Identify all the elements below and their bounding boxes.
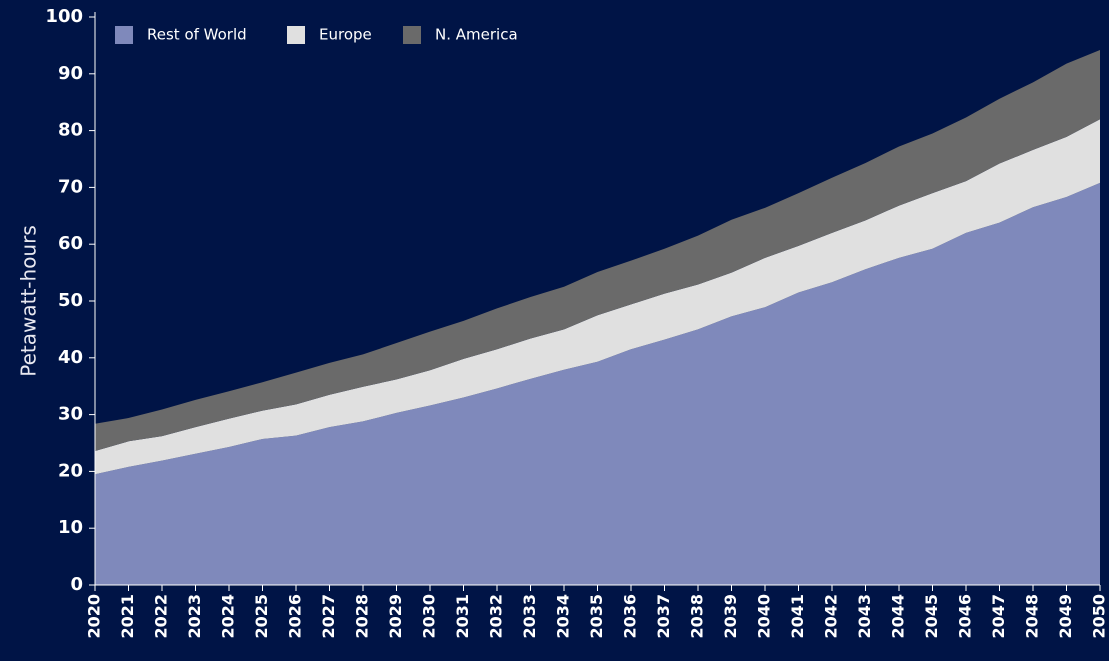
legend-swatch [115,26,133,44]
x-tick-label: 2025 [252,594,271,639]
y-tick-label: 0 [70,574,83,595]
x-tick-label: 2046 [956,594,975,639]
y-axis-label: Petawatt-hours [17,225,41,377]
y-tick-label: 100 [45,6,83,27]
y-tick-label: 50 [58,290,83,311]
x-tick-label: 2029 [386,594,405,639]
x-tick-label: 2045 [922,594,941,639]
x-tick-label: 2021 [118,594,137,639]
x-tick-label: 2030 [420,594,439,639]
legend-swatch [287,26,305,44]
x-tick-label: 2027 [319,594,338,639]
x-tick-label: 2022 [152,594,171,639]
y-tick-label: 30 [58,404,83,425]
legend-label: Europe [319,26,372,44]
x-tick-label: 2020 [85,594,104,639]
x-tick-label: 2037 [654,594,673,639]
x-tick-label: 2026 [286,594,305,639]
x-tick-label: 2035 [587,594,606,639]
y-tick-label: 80 [58,120,83,141]
y-tick-label: 10 [58,517,83,538]
x-tick-label: 2023 [185,594,204,639]
x-tick-label: 2033 [520,594,539,639]
x-tick-label: 2039 [721,594,740,639]
y-tick-label: 70 [58,176,83,197]
x-tick-label: 2050 [1090,594,1109,639]
y-tick-label: 60 [58,233,83,254]
x-tick-label: 2048 [1023,594,1042,639]
x-tick-label: 2049 [1056,594,1075,639]
legend-label: Rest of World [147,26,247,44]
x-tick-label: 2040 [755,594,774,639]
x-tick-label: 2047 [989,594,1008,639]
x-tick-label: 2031 [453,594,472,639]
x-tick-label: 2028 [353,594,372,639]
x-tick-label: 2036 [621,594,640,639]
x-tick-label: 2024 [219,594,238,639]
area [95,119,1100,475]
area [95,182,1100,585]
x-tick-label: 2044 [889,594,908,639]
legend-swatch [403,26,421,44]
y-tick-label: 20 [58,460,83,481]
legend-label: N. America [435,26,518,44]
x-tick-label: 2038 [688,594,707,639]
area [95,49,1100,451]
x-tick-label: 2032 [487,594,506,639]
x-tick-label: 2042 [822,594,841,639]
x-tick-label: 2034 [554,594,573,639]
x-tick-label: 2043 [855,594,874,639]
y-tick-label: 40 [58,347,83,368]
y-tick-label: 90 [58,63,83,84]
x-tick-label: 2041 [788,594,807,639]
